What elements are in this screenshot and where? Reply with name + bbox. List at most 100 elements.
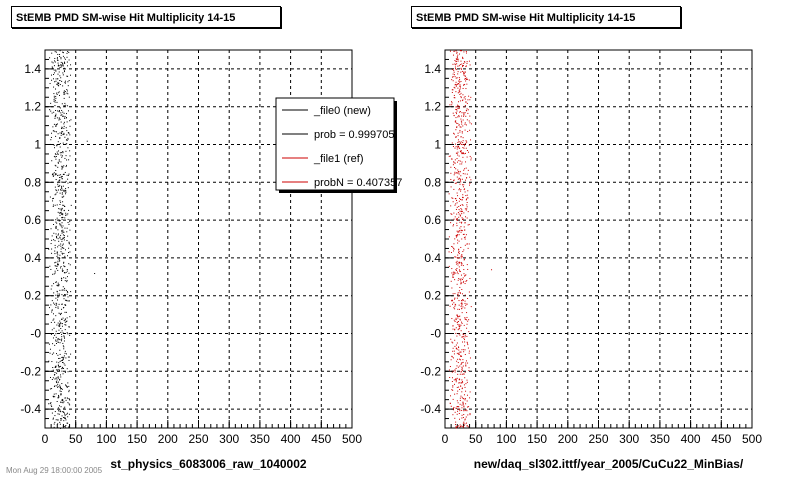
data-point <box>455 111 457 113</box>
data-point <box>467 190 469 192</box>
data-point <box>64 189 66 191</box>
data-point <box>461 336 463 338</box>
data-point <box>459 351 461 353</box>
y-tick-label: 0.4 <box>24 251 41 265</box>
data-point <box>55 261 57 263</box>
data-point <box>61 103 63 105</box>
data-point <box>459 178 461 180</box>
data-point <box>452 357 454 359</box>
data-point <box>51 61 53 63</box>
data-point <box>65 214 67 216</box>
data-point <box>65 419 67 421</box>
data-point <box>451 89 453 91</box>
data-point <box>66 317 68 319</box>
data-point <box>61 168 63 170</box>
data-point <box>59 53 61 55</box>
data-point <box>55 366 57 368</box>
data-point <box>66 320 68 322</box>
data-point <box>459 111 461 113</box>
legend: _file0 (new)prob = 0.999705_file1 (ref)p… <box>275 97 402 193</box>
data-point <box>466 141 468 143</box>
data-point <box>456 213 458 215</box>
data-point <box>69 74 71 76</box>
data-point <box>52 418 54 420</box>
data-point <box>451 104 453 106</box>
data-point <box>61 213 63 215</box>
data-point <box>457 308 459 310</box>
data-point <box>466 422 468 424</box>
data-point <box>462 359 464 361</box>
data-point <box>67 296 69 298</box>
data-point <box>57 284 59 286</box>
data-point <box>457 402 459 404</box>
data-point <box>56 268 58 270</box>
x-tick-label: 250 <box>588 432 608 446</box>
data-point <box>461 293 463 295</box>
data-point <box>458 262 460 264</box>
data-point <box>94 273 96 275</box>
data-point <box>452 201 454 203</box>
data-point <box>54 61 56 63</box>
data-point <box>57 260 59 262</box>
data-point <box>56 123 58 125</box>
data-point <box>455 77 457 79</box>
data-point <box>64 303 66 305</box>
data-point <box>466 206 468 208</box>
data-point <box>469 397 471 399</box>
data-point <box>467 99 469 101</box>
data-point <box>452 389 454 391</box>
data-point <box>56 353 58 355</box>
data-point <box>64 171 66 173</box>
legend-label: probN = 0.407357 <box>314 177 402 189</box>
data-point <box>458 324 460 326</box>
data-point <box>68 132 70 134</box>
data-point <box>463 72 465 74</box>
data-point <box>458 406 460 408</box>
data-point <box>55 315 57 317</box>
data-point <box>59 353 61 355</box>
data-point <box>464 336 466 338</box>
data-point <box>461 209 463 211</box>
data-point <box>63 346 65 348</box>
data-point <box>461 379 463 381</box>
data-point <box>465 115 467 117</box>
data-point <box>68 174 70 176</box>
data-point <box>458 65 460 67</box>
data-point <box>451 318 453 320</box>
data-point <box>469 129 471 131</box>
data-point <box>452 112 454 114</box>
data-point <box>465 383 467 385</box>
data-point <box>465 274 467 276</box>
data-point <box>70 119 72 121</box>
data-point <box>460 363 462 365</box>
data-point <box>450 186 452 188</box>
data-point <box>466 204 468 206</box>
data-point <box>460 208 462 210</box>
data-point <box>65 311 67 313</box>
data-point <box>466 342 468 344</box>
data-point <box>69 399 71 401</box>
data-point <box>61 114 63 116</box>
data-point <box>59 50 61 52</box>
data-point <box>61 415 63 417</box>
data-point <box>60 225 62 227</box>
data-point <box>453 179 455 181</box>
data-point <box>59 322 61 324</box>
data-point <box>55 219 57 221</box>
data-point <box>65 321 67 323</box>
y-tick-label: 1 <box>34 138 41 152</box>
data-point <box>466 425 468 427</box>
data-point <box>461 263 463 265</box>
data-point <box>61 359 63 361</box>
data-point <box>63 91 65 93</box>
data-point <box>64 414 66 416</box>
data-point <box>68 426 70 428</box>
data-point <box>465 65 467 67</box>
data-point <box>65 384 67 386</box>
data-point <box>55 393 57 395</box>
data-point <box>52 126 54 128</box>
data-point <box>62 152 64 154</box>
data-point <box>461 303 463 305</box>
data-point <box>458 77 460 79</box>
data-point <box>53 273 55 275</box>
